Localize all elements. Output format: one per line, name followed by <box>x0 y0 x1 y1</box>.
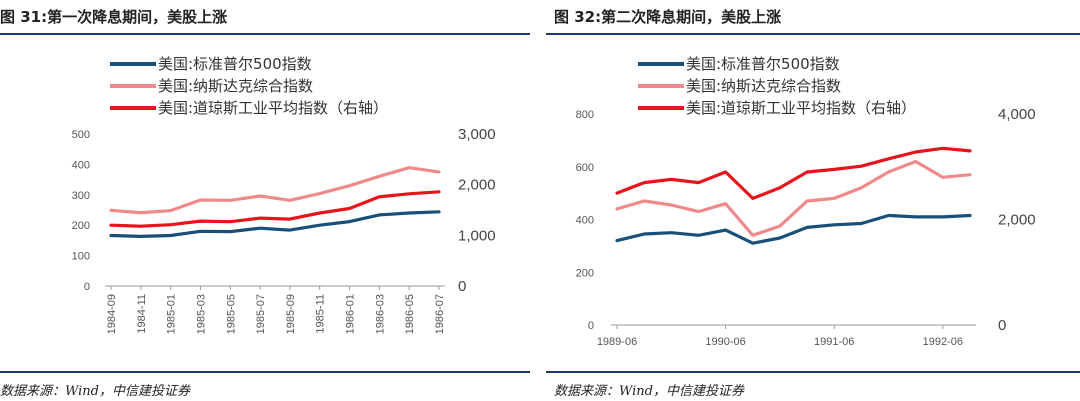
f32-x-tick-label: 1991-06 <box>814 336 854 348</box>
f31-legend-label-2: 美国:道琼斯工业平均指数（右轴） <box>158 99 388 117</box>
f31-y-left-tick-label: 300 <box>72 190 90 202</box>
figure-32-source: 数据来源：Wind，中信建投证券 <box>554 384 744 399</box>
figure-32-top-rule <box>546 33 1080 35</box>
f31-x-tick-label: 1986-03 <box>374 294 386 334</box>
f31-x-tick-label: 1984-11 <box>136 294 148 334</box>
f32-legend-label-0: 美国:标准普尔500指数 <box>686 55 840 73</box>
f32-y-right-tick-label: 4,000 <box>998 106 1036 123</box>
figure-32-bottom-rule <box>546 371 1080 373</box>
f32-x-tick-label: 1992-06 <box>923 336 963 348</box>
f31-x-tick-label: 1985-03 <box>195 294 207 334</box>
f31-series-line-2 <box>109 190 441 228</box>
f32-series-line-1 <box>615 159 972 237</box>
figure-31-source: 数据来源：Wind，中信建投证券 <box>0 384 190 399</box>
f31-x-tick-label: 1985-07 <box>255 294 267 334</box>
f31-x-tick-label: 1985-05 <box>225 294 237 334</box>
figure-31-title: 图 31:第一次降息期间，美股上涨 <box>0 8 228 26</box>
figure-31-chart: 0 100 200 300 400 500 0 1,000 2,000 3,000 1984-09 1… <box>72 55 496 334</box>
f31-y-left-tick-label: 200 <box>72 220 90 232</box>
f32-y-right-tick-label: 2,000 <box>998 212 1036 229</box>
f31-y-left-tick-label: 500 <box>72 129 90 141</box>
f31-x-tick-label: 1985-01 <box>166 294 178 334</box>
f32-y-left-tick-label: 800 <box>576 109 594 121</box>
f31-x-tick-label: 1984-09 <box>106 294 118 334</box>
f32-y-left-tick-label: 200 <box>576 267 594 279</box>
figure-32-chart: 0 200 400 600 800 0 2,000 4,000 1989-06 1990-06 19… <box>576 55 1036 348</box>
f32-y-right-tick-label: 0 <box>998 317 1006 334</box>
f31-series-line-1 <box>109 166 441 215</box>
f31-y-left-tick-label: 100 <box>72 251 90 263</box>
figure-32-panel: 图 32:第二次降息期间，美股上涨 0 200 400 600 800 0 2,000 4,0… <box>546 0 1080 401</box>
f32-legend-label-2: 美国:道琼斯工业平均指数（右轴） <box>686 99 916 117</box>
f31-x-tick-label: 1986-07 <box>434 294 446 334</box>
figure-31-panel: 图 31:第一次降息期间，美股上涨 0 100 200 300 400 500 0 1,000… <box>0 0 530 401</box>
f31-y-left-tick-label: 400 <box>72 159 90 171</box>
f32-legend-label-1: 美国:纳斯达克综合指数 <box>686 77 841 95</box>
f31-x-tick-label: 1986-01 <box>345 294 357 334</box>
f31-legend-label-0: 美国:标准普尔500指数 <box>158 55 312 73</box>
figure-32-title: 图 32:第二次降息期间，美股上涨 <box>554 8 782 26</box>
f32-x-tick-label: 1989-06 <box>597 336 637 348</box>
f32-series-line-2 <box>615 146 972 200</box>
f31-legend-label-1: 美国:纳斯达克综合指数 <box>158 77 313 95</box>
f31-x-tick-label: 1985-09 <box>285 294 297 334</box>
f32-x-tick-label: 1990-06 <box>705 336 745 348</box>
f32-y-left-tick-label: 0 <box>588 320 594 332</box>
f31-y-right-tick-label: 0 <box>458 278 466 295</box>
f31-x-tick-label: 1985-11 <box>315 294 327 334</box>
f31-series-line-0 <box>109 210 441 238</box>
f31-y-right-tick-label: 2,000 <box>458 177 496 194</box>
f31-y-right-tick-label: 3,000 <box>458 126 496 143</box>
f31-y-right-tick-label: 1,000 <box>458 227 496 244</box>
f32-y-left-tick-label: 600 <box>576 162 594 174</box>
figure-31-bottom-rule <box>0 371 530 373</box>
figure-31-top-rule <box>0 33 530 35</box>
f32-series-line-0 <box>615 213 972 245</box>
f32-y-left-tick-label: 400 <box>576 215 594 227</box>
f31-y-left-tick-label: 0 <box>84 281 90 293</box>
f31-x-tick-label: 1986-05 <box>404 294 416 334</box>
